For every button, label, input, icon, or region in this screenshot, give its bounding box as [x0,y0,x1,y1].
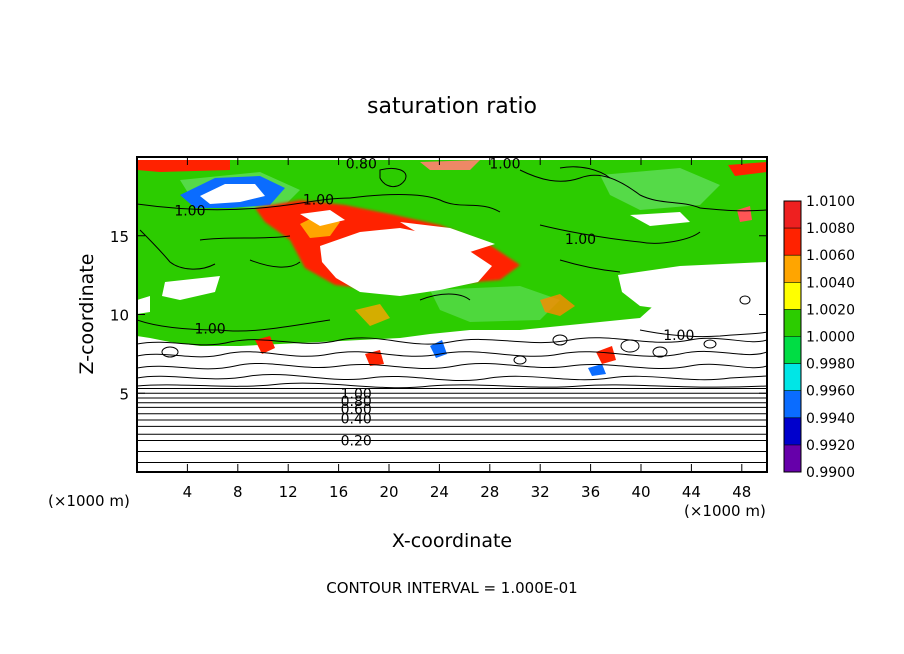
cloud-base-contours [137,295,767,389]
stratified-contour [137,392,767,395]
y-axis: 5 10 15 [110,228,767,403]
colorbar-level-label: 0.9980 [806,357,855,373]
stratified-contour [137,461,767,464]
colorbar-swatch [784,444,801,472]
stratified-contour [137,397,767,399]
colorbar-swatch [784,363,801,391]
colorbar-swatch [784,282,801,310]
contour-interval-note: CONTOUR INTERVAL = 1.000E-01 [326,579,577,597]
stratified-contour [137,401,767,404]
contour-label: 0.40 [341,411,372,427]
x-tick-label: 4 [183,483,193,501]
x-tick-label: 44 [682,483,701,501]
stratified-contour [137,387,767,390]
x-tick-label: 16 [329,483,348,501]
x-axis-title: X-coordinate [392,530,512,552]
y-tick-label: 15 [110,228,129,246]
stratified-contours [137,387,767,464]
x-unit-left: (×1000 m) [48,492,130,510]
contour-lines [137,166,767,338]
contour-label: 1.00 [489,156,520,172]
y-tick-label: 10 [110,307,129,325]
stratified-contour [137,425,767,428]
x-tick-label: 8 [233,483,243,501]
colorbar-level-label: 0.9940 [806,411,855,427]
x-tick-label: 24 [430,483,449,501]
contour-label: 1.00 [194,322,225,338]
colorbar-level-label: 1.0100 [806,194,855,210]
colorbar-swatch [784,336,801,364]
colorbar-level-label: 0.9960 [806,384,855,400]
stratified-contour [137,419,767,421]
x-tick-label: 12 [279,483,298,501]
contour-label: 1.00 [303,193,334,209]
contour-labels: 0.80 1.001.001.001.001.00 1.001.000.800.60… [174,156,694,450]
x-tick-label: 40 [631,483,650,501]
chart-title: saturation ratio [367,94,537,119]
stratified-contour [137,406,767,409]
y-tick-label: 5 [119,385,129,403]
contour-label: 1.00 [174,204,205,220]
contour-label: 0.80 [346,156,377,172]
contour-label: 1.00 [565,232,596,248]
colorbar-swatch [784,309,801,337]
colorbar-level-label: 1.0080 [806,221,855,237]
x-tick-label: 32 [531,483,550,501]
plot-field [137,157,767,472]
stratified-contour [137,433,767,436]
x-axis: 4 8 12 16 20 24 28 32 36 40 44 48 [183,157,751,501]
stratified-contour [137,439,767,442]
contour-label: 0.60 [341,402,372,418]
x-tick-label: 20 [379,483,398,501]
colorbar-swatch [784,390,801,418]
colorbar-swatch [784,228,801,256]
x-tick-label: 28 [480,483,499,501]
colorbar-level-label: 0.9900 [806,465,855,481]
stratified-contour [137,450,767,453]
x-tick-label: 36 [581,483,600,501]
colorbar-swatch [784,417,801,445]
colorbar-swatch [784,255,801,283]
colorbar: 0.9900 0.9920 0.9940 0.9960 0.9980 1.0000 1.00… [783,194,855,481]
y-axis-title: Z-coordinate [76,254,98,375]
contour-label: 1.00 [663,328,694,344]
x-tick-label: 48 [732,483,751,501]
colorbar-level-label: 1.0020 [806,302,855,318]
contour-label: 1.00 [341,386,372,402]
contour-label: 0.80 [341,394,372,410]
colorbar-level-label: 1.0040 [806,275,855,291]
colorbar-level-label: 0.9920 [806,438,855,454]
stratified-contour [137,412,767,415]
colorbar-level-label: 1.0000 [806,330,855,346]
colorbar-swatch [784,201,801,229]
contour-label: 0.20 [341,434,372,450]
x-unit-right: (×1000 m) [684,502,766,520]
colorbar-level-label: 1.0060 [806,248,855,264]
